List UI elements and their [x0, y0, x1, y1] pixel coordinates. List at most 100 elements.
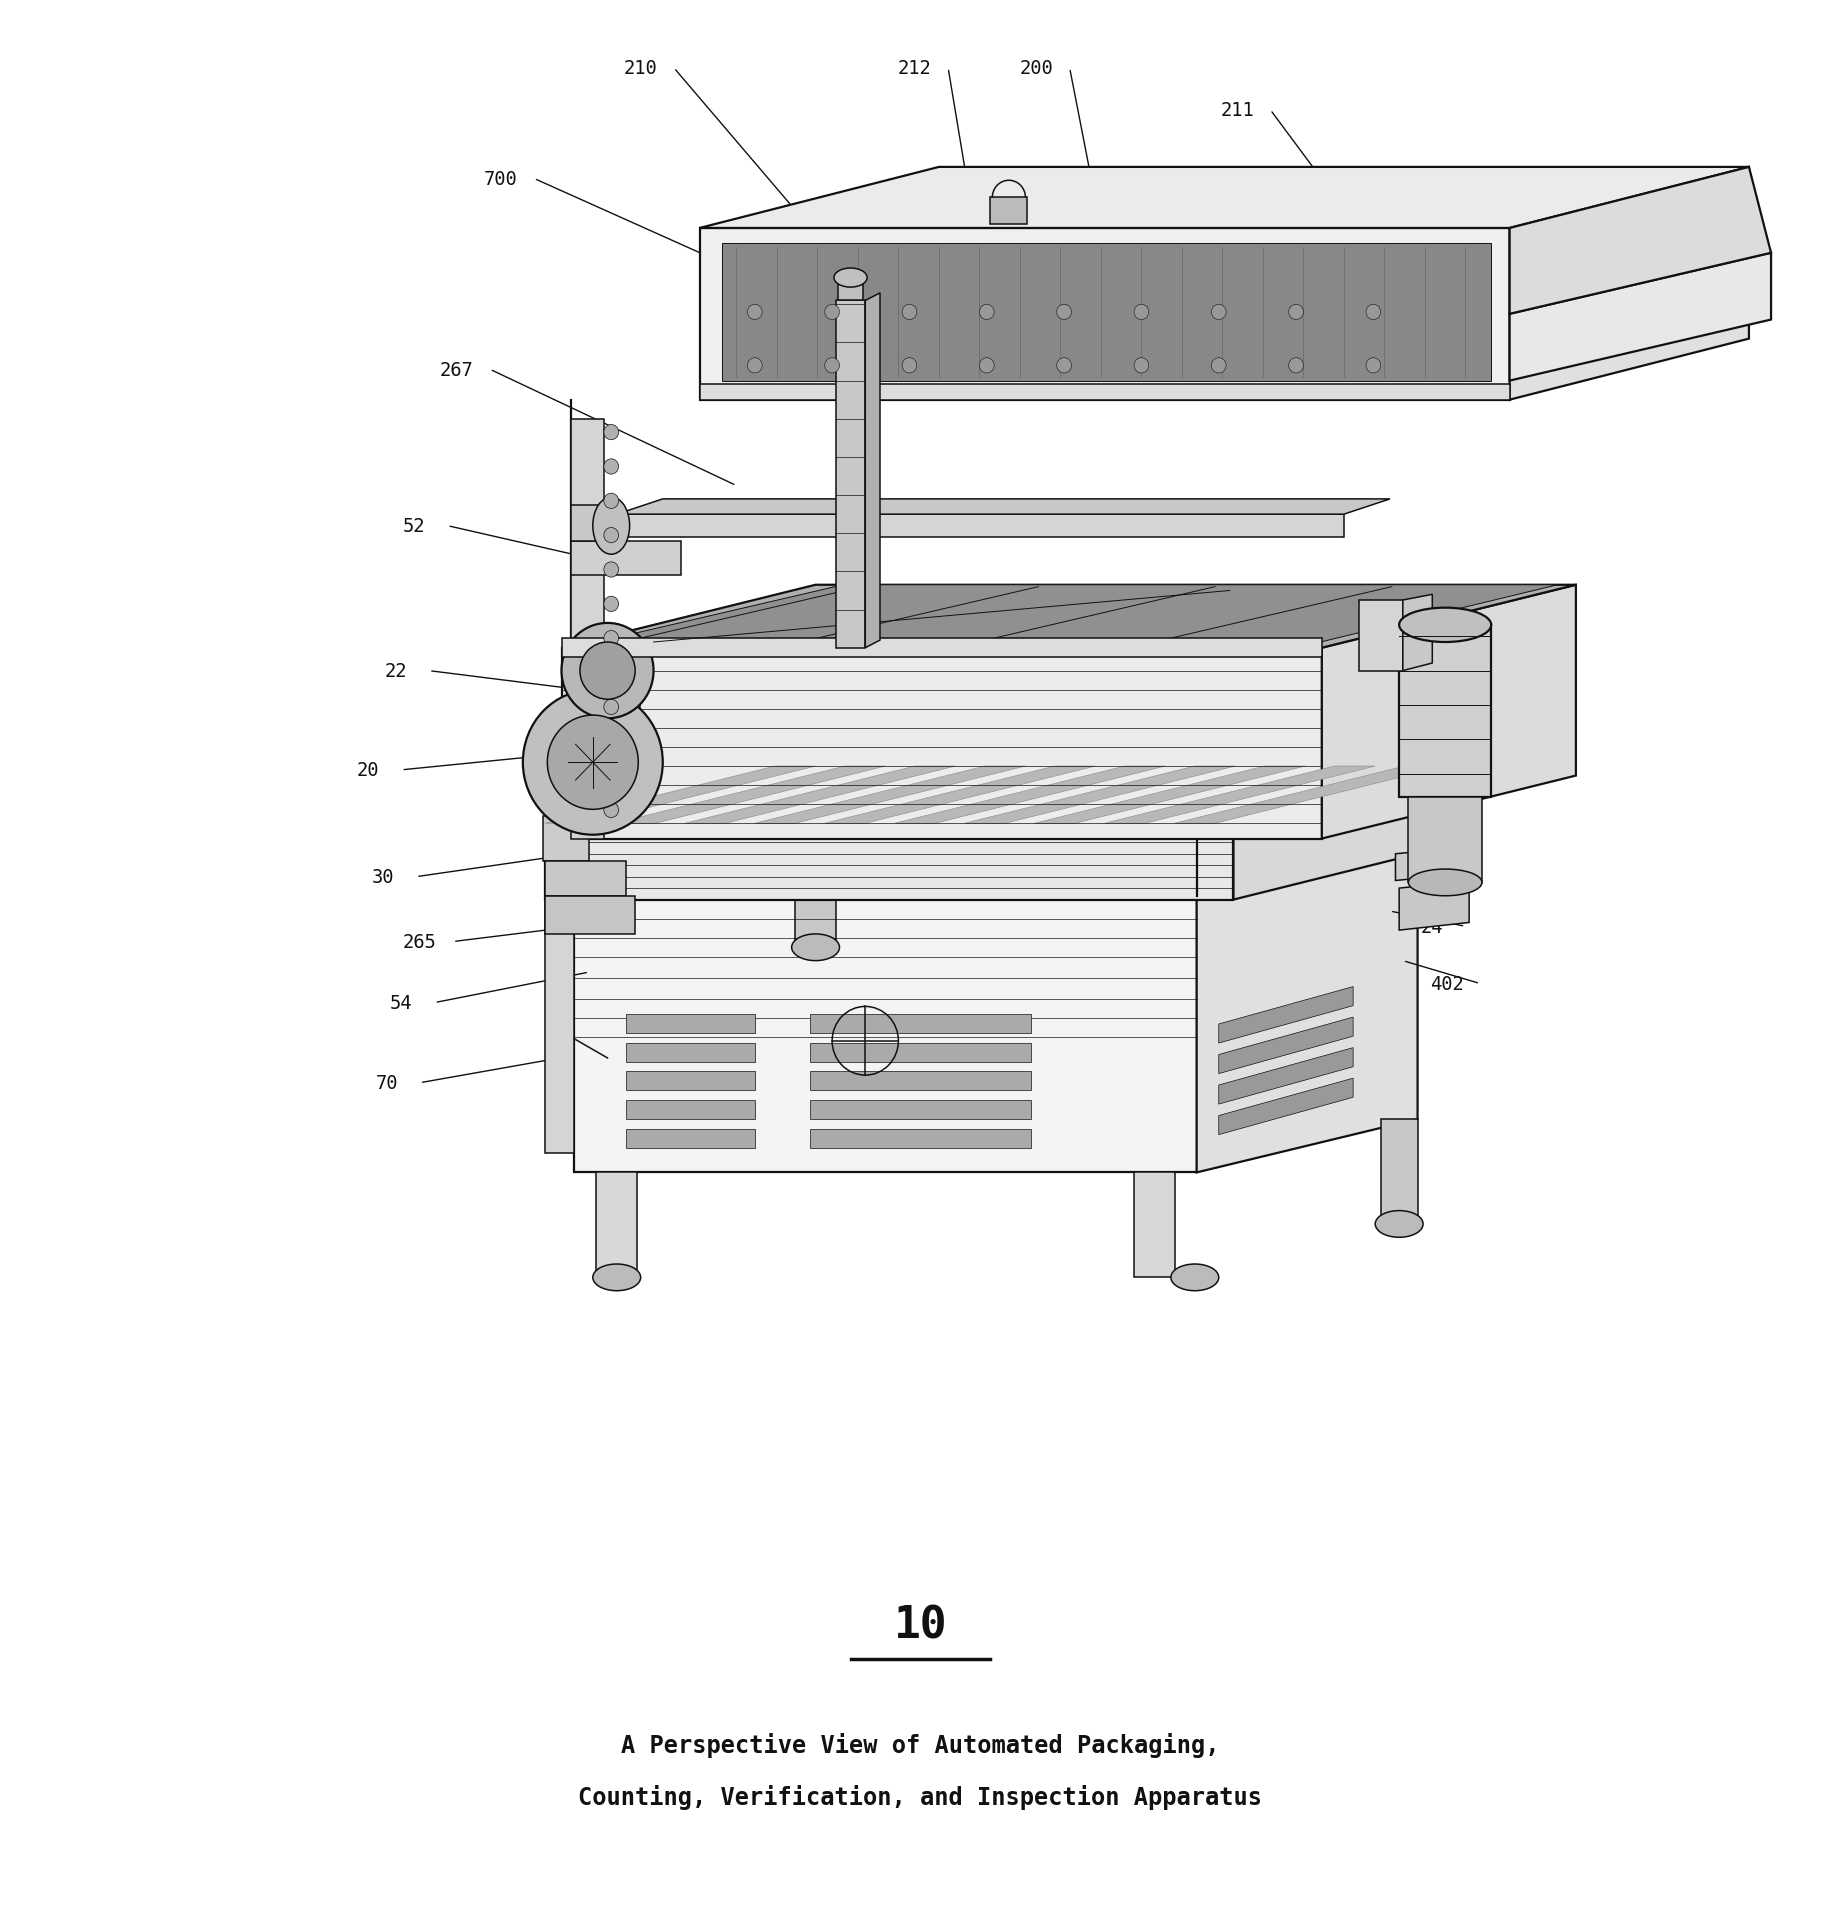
- Text: 70: 70: [376, 1074, 398, 1093]
- Polygon shape: [571, 420, 604, 839]
- Polygon shape: [990, 198, 1027, 225]
- Polygon shape: [1219, 1018, 1353, 1074]
- Polygon shape: [795, 843, 836, 948]
- Polygon shape: [545, 767, 816, 824]
- Text: 52: 52: [403, 517, 425, 536]
- Text: 220: 220: [1423, 215, 1456, 235]
- Text: A Perspective View of Automated Packaging,: A Perspective View of Automated Packagin…: [620, 1732, 1221, 1758]
- Polygon shape: [1219, 1079, 1353, 1135]
- Polygon shape: [617, 500, 1390, 515]
- Polygon shape: [562, 585, 1576, 648]
- Circle shape: [1134, 359, 1149, 374]
- Circle shape: [1057, 359, 1071, 374]
- Circle shape: [604, 700, 619, 715]
- Polygon shape: [1403, 595, 1432, 671]
- Circle shape: [1289, 359, 1303, 374]
- Polygon shape: [1399, 881, 1469, 931]
- Polygon shape: [755, 767, 1025, 824]
- Polygon shape: [589, 585, 1557, 645]
- Circle shape: [825, 305, 839, 320]
- Text: Counting, Verification, and Inspection Apparatus: Counting, Verification, and Inspection A…: [578, 1783, 1263, 1810]
- Polygon shape: [1510, 254, 1771, 381]
- Circle shape: [562, 624, 654, 719]
- Circle shape: [825, 359, 839, 374]
- Polygon shape: [722, 244, 1491, 381]
- Polygon shape: [562, 648, 1322, 839]
- Text: 30: 30: [372, 868, 394, 887]
- Polygon shape: [1510, 168, 1771, 315]
- Circle shape: [604, 666, 619, 681]
- Ellipse shape: [593, 498, 630, 555]
- Circle shape: [604, 769, 619, 784]
- Polygon shape: [574, 843, 1418, 896]
- Polygon shape: [810, 1015, 1031, 1034]
- Ellipse shape: [792, 934, 839, 961]
- Polygon shape: [1510, 168, 1749, 400]
- Circle shape: [523, 690, 663, 835]
- Polygon shape: [1035, 767, 1305, 824]
- Polygon shape: [685, 767, 955, 824]
- Polygon shape: [838, 278, 863, 301]
- Polygon shape: [1408, 797, 1482, 883]
- Text: 700: 700: [484, 170, 517, 189]
- Ellipse shape: [834, 269, 867, 288]
- Polygon shape: [700, 385, 1510, 400]
- Text: 24: 24: [1421, 917, 1443, 936]
- Circle shape: [1057, 305, 1071, 320]
- Polygon shape: [571, 505, 619, 542]
- Circle shape: [604, 563, 619, 578]
- Text: 212: 212: [898, 59, 932, 78]
- Circle shape: [604, 494, 619, 509]
- Polygon shape: [545, 767, 1464, 824]
- Ellipse shape: [1375, 1211, 1423, 1238]
- Circle shape: [902, 305, 917, 320]
- Circle shape: [604, 734, 619, 749]
- Circle shape: [1289, 305, 1303, 320]
- Polygon shape: [1543, 238, 1561, 343]
- Polygon shape: [1543, 219, 1657, 343]
- Polygon shape: [1395, 847, 1473, 881]
- Polygon shape: [825, 767, 1095, 824]
- Circle shape: [604, 803, 619, 818]
- Polygon shape: [895, 767, 1165, 824]
- Circle shape: [604, 528, 619, 543]
- Circle shape: [979, 359, 994, 374]
- Circle shape: [1211, 359, 1226, 374]
- Text: 100: 100: [1438, 707, 1471, 727]
- Circle shape: [580, 643, 635, 700]
- Polygon shape: [562, 639, 1322, 658]
- Polygon shape: [626, 1015, 755, 1034]
- Circle shape: [1134, 305, 1149, 320]
- Polygon shape: [836, 301, 865, 648]
- Polygon shape: [810, 1072, 1031, 1091]
- Circle shape: [1366, 359, 1381, 374]
- Polygon shape: [1381, 1119, 1418, 1224]
- Polygon shape: [543, 816, 589, 862]
- Polygon shape: [1399, 625, 1491, 797]
- Polygon shape: [545, 896, 635, 934]
- Text: 50: 50: [1421, 639, 1443, 658]
- Circle shape: [1366, 305, 1381, 320]
- Polygon shape: [626, 1072, 755, 1091]
- Ellipse shape: [1408, 870, 1482, 896]
- Text: 210: 210: [624, 59, 657, 78]
- Polygon shape: [1219, 1049, 1353, 1104]
- Polygon shape: [626, 1129, 755, 1148]
- Polygon shape: [810, 1043, 1031, 1062]
- Circle shape: [604, 631, 619, 646]
- Polygon shape: [545, 896, 574, 1154]
- Polygon shape: [700, 168, 1749, 229]
- Polygon shape: [700, 229, 1510, 400]
- Polygon shape: [1543, 208, 1675, 238]
- Text: 54: 54: [390, 994, 412, 1013]
- Text: 10: 10: [893, 1604, 948, 1646]
- Polygon shape: [571, 542, 681, 576]
- Text: 11: 11: [1410, 772, 1432, 791]
- Polygon shape: [1175, 767, 1445, 824]
- Circle shape: [747, 305, 762, 320]
- Text: 22: 22: [385, 662, 407, 681]
- Circle shape: [747, 359, 762, 374]
- Ellipse shape: [1171, 1264, 1219, 1291]
- Text: 200: 200: [1020, 59, 1053, 78]
- Polygon shape: [1322, 585, 1576, 839]
